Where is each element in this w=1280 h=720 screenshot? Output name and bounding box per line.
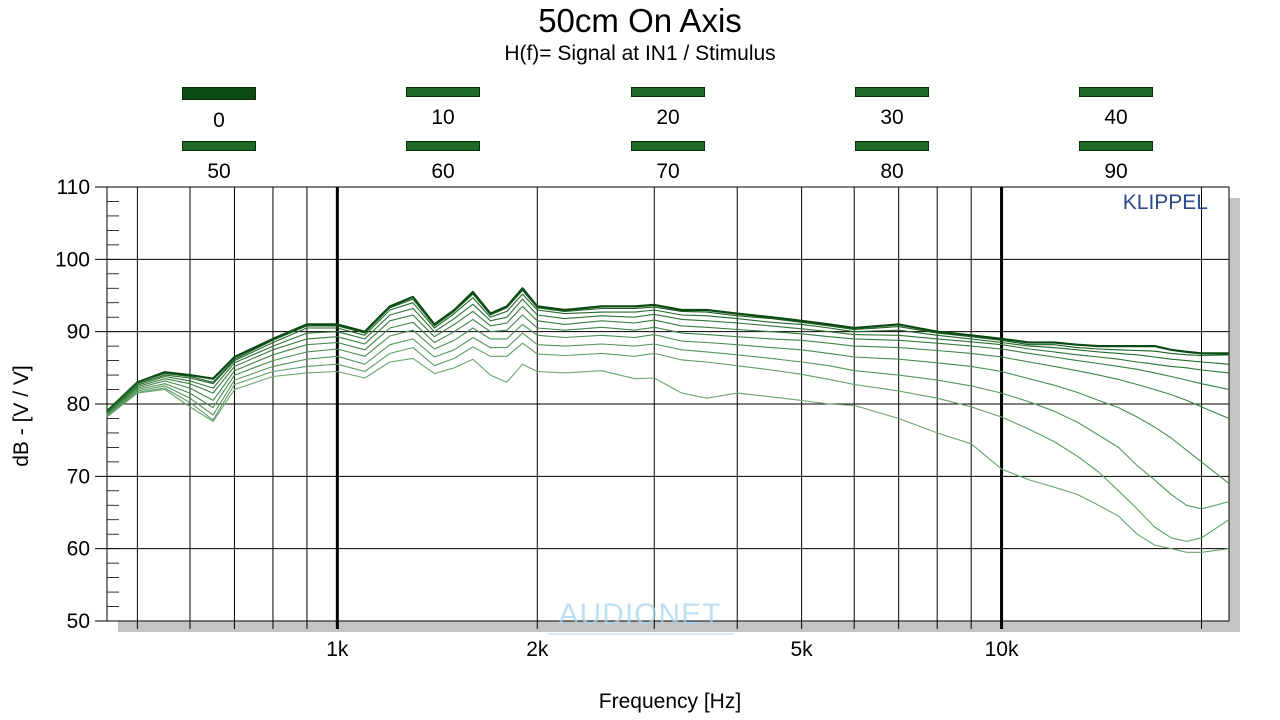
legend-label: 20 — [656, 106, 680, 129]
x-tick-label: 2k — [526, 638, 549, 661]
series-line-60 — [106, 323, 1230, 485]
series-line-10 — [106, 289, 1230, 412]
legend-swatch — [1079, 141, 1153, 151]
chart-subtitle: H(f)= Signal at IN1 / Stimulus — [504, 42, 776, 65]
legend-label: 60 — [431, 160, 455, 183]
legend-swatch — [855, 141, 929, 151]
legend-swatch — [1079, 87, 1153, 97]
y-axis-label: dB - [V / V] — [10, 365, 33, 467]
legend-swatch — [182, 87, 256, 100]
legend-label: 90 — [1104, 160, 1128, 183]
y-tick-label: 100 — [55, 248, 90, 271]
legend-item-50: 50 — [159, 141, 279, 184]
legend-swatch — [406, 87, 480, 97]
legend-item-0: 0 — [159, 87, 279, 133]
legend-item-60: 60 — [383, 141, 503, 184]
y-tick-label: 70 — [67, 465, 90, 488]
audionet-logo: AUDIONET — [558, 598, 721, 631]
legend-label: 70 — [656, 160, 680, 183]
y-tick-label: 60 — [67, 538, 90, 561]
series-line-20 — [106, 293, 1230, 414]
legend-item-40: 40 — [1056, 87, 1176, 130]
series-line-30 — [106, 298, 1230, 414]
series-line-40 — [106, 305, 1230, 414]
chart-title: 50cm On Axis — [538, 2, 742, 39]
klippel-watermark: KLIPPEL — [1123, 191, 1208, 214]
legend-swatch — [855, 87, 929, 97]
series-line-50 — [106, 314, 1230, 420]
legend-item-70: 70 — [608, 141, 728, 184]
legend-label: 50 — [207, 160, 231, 183]
x-axis-label: Frequency [Hz] — [598, 690, 742, 713]
legend-label: 10 — [431, 106, 455, 129]
legend-label: 40 — [1104, 106, 1128, 129]
x-tick-label: 10k — [985, 638, 1019, 661]
x-tick-label: 5k — [791, 638, 814, 661]
series-line-90 — [106, 357, 1230, 553]
legend-swatch — [182, 141, 256, 151]
series-line-70 — [106, 332, 1230, 510]
legend-swatch — [631, 141, 705, 151]
legend-item-80: 80 — [832, 141, 952, 184]
series-line-0 — [106, 287, 1229, 412]
y-tick-label: 90 — [67, 321, 90, 344]
legend-label: 0 — [213, 109, 225, 132]
legend-swatch — [406, 141, 480, 151]
x-tick-label: 1k — [326, 638, 349, 661]
legend-item-90: 90 — [1056, 141, 1176, 184]
y-tick-label: 80 — [67, 393, 90, 416]
y-tick-label: 50 — [67, 610, 90, 633]
series-line-80 — [106, 342, 1230, 542]
legend-item-20: 20 — [608, 87, 728, 130]
legend-item-10: 10 — [383, 87, 503, 130]
legend-swatch — [631, 87, 705, 97]
legend-label: 80 — [880, 160, 904, 183]
y-tick-label: 110 — [57, 176, 90, 199]
legend-label: 30 — [880, 106, 904, 129]
legend-item-30: 30 — [832, 87, 952, 130]
